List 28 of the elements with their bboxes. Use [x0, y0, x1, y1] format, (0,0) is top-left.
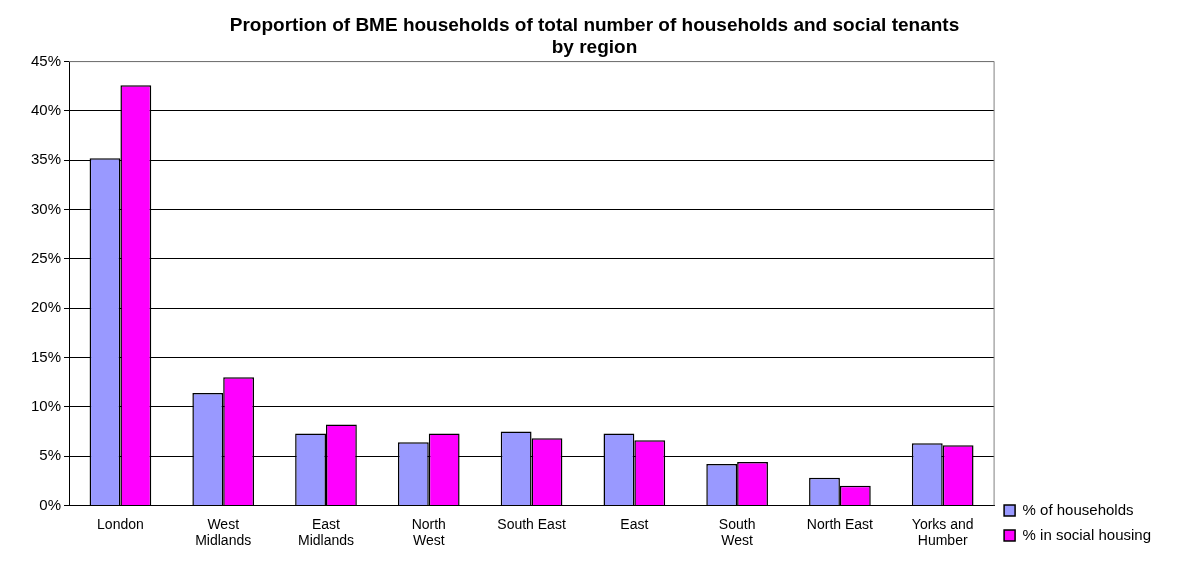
- category-label: South East: [497, 515, 566, 532]
- y-tick-label: 40%: [30, 101, 62, 119]
- text: Proportion of BME households of total number of households and social tenants: [229, 13, 960, 35]
- y-tick-label: 0%: [39, 495, 62, 513]
- y-tick-label: 20%: [30, 298, 62, 316]
- y-tick-label: 45%: [30, 51, 62, 69]
- y-tick-label: 35%: [30, 150, 62, 168]
- category-label: Humber: [917, 532, 968, 549]
- category-label: North: [411, 515, 446, 532]
- y-tick-label: 30%: [30, 199, 62, 217]
- category-label: East: [620, 515, 649, 532]
- y-tick-label: 10%: [30, 396, 62, 414]
- category-label: West: [207, 515, 240, 532]
- category-label: Yorks and: [911, 515, 974, 532]
- category-label: Midlands: [297, 532, 354, 549]
- legend-label: % of households: [1022, 500, 1134, 518]
- text: by region: [551, 36, 638, 58]
- legend-label: % in social housing: [1022, 525, 1152, 543]
- category-label: Midlands: [195, 532, 252, 549]
- y-tick-label: 25%: [30, 248, 62, 266]
- category-label: East: [311, 515, 340, 532]
- y-tick-label: 15%: [30, 347, 62, 365]
- category-label: West: [412, 532, 445, 549]
- y-tick-label: 5%: [39, 446, 62, 464]
- category-label: London: [97, 515, 144, 532]
- category-label: West: [721, 532, 753, 549]
- category-label: South: [718, 515, 756, 532]
- category-label: North East: [806, 515, 873, 532]
